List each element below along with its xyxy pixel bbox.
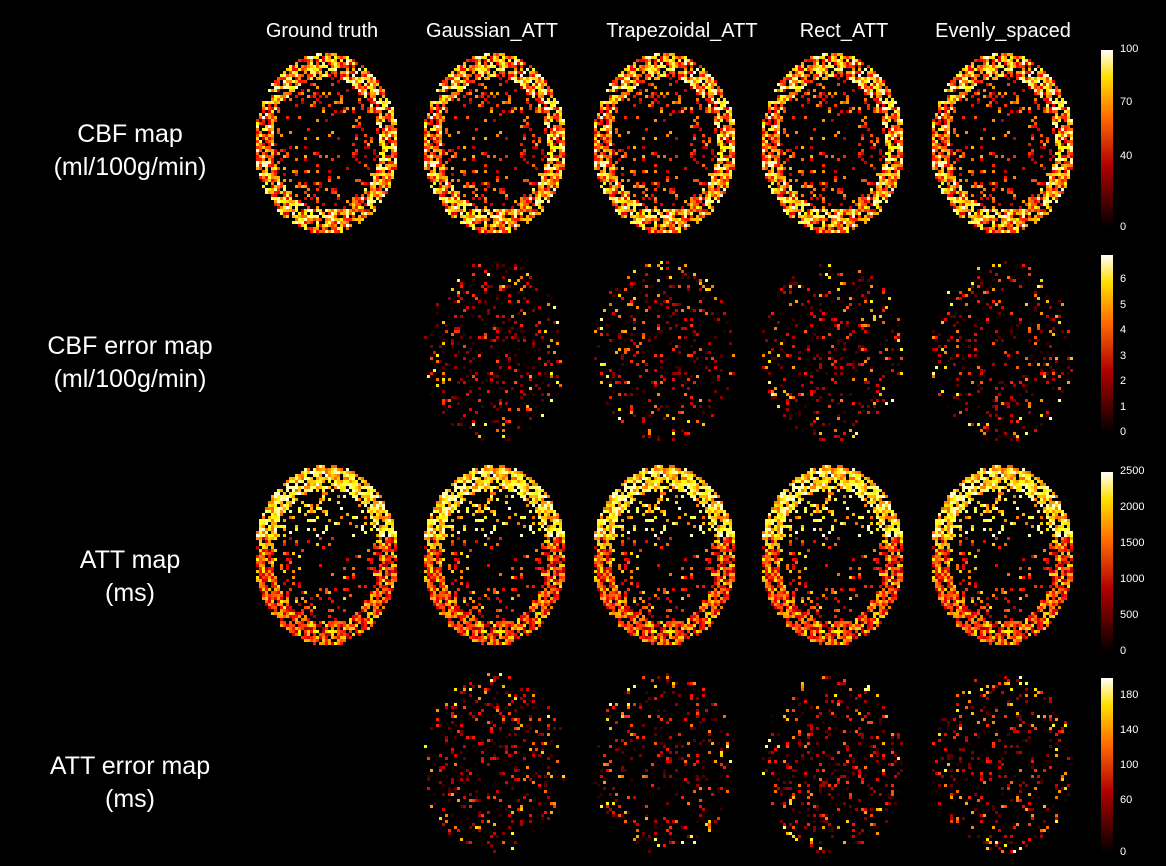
row-label-line1: CBF error map (47, 332, 213, 360)
colorbar-tick-label: 40 (1120, 149, 1133, 162)
brain-map (588, 258, 738, 443)
colorbar-tick-label: 1500 (1120, 537, 1145, 549)
row-label: CBF error map (ml/100g/min) (10, 330, 250, 396)
brain-map (588, 670, 738, 855)
colorbar-tick-label: 0 (1120, 221, 1127, 233)
brain-map (756, 258, 906, 443)
row-label-line1: ATT error map (49, 752, 211, 780)
colorbar-tick-label: 140 (1120, 723, 1139, 736)
colorbar-tick-label: 500 (1120, 609, 1139, 621)
brain-map (756, 50, 906, 235)
colorbar (1101, 255, 1113, 433)
brain-map (250, 258, 400, 443)
brain-map (926, 462, 1076, 647)
colorbar (1101, 472, 1113, 652)
colorbar-tick-label: 5 (1120, 298, 1127, 311)
colorbar (1101, 50, 1113, 228)
colorbar-tick-label: 1 (1120, 400, 1127, 413)
colorbar-tick-label: 0 (1120, 645, 1127, 657)
brain-map (756, 462, 906, 647)
brain-map (756, 670, 906, 855)
colorbar-tick-label: 3 (1120, 349, 1127, 362)
colorbar-tick-label: 100 (1120, 758, 1139, 771)
row-label-line1: ATT map (79, 546, 181, 574)
brain-map (250, 50, 400, 235)
colorbar-tick-label: 4 (1120, 324, 1127, 337)
brain-map (250, 462, 400, 647)
brain-map (250, 670, 400, 855)
brain-map (926, 258, 1076, 443)
colorbar-tick-label: 2 (1120, 375, 1127, 388)
column-header: Ground truth (265, 20, 379, 42)
colorbar-tick-label: 0 (1120, 426, 1127, 438)
row-label: ATT map (ms) (10, 544, 250, 610)
colorbar-tick-label: 100 (1120, 43, 1139, 55)
colorbar-tick-label: 6 (1120, 273, 1127, 286)
row-label-line2: (ml/100g/min) (53, 365, 207, 393)
brain-map (588, 50, 738, 235)
colorbar-tick-label: 2500 (1120, 465, 1145, 477)
row-label-line2: (ms) (105, 579, 155, 607)
colorbar-tick-label: 1000 (1120, 573, 1145, 585)
brain-map (926, 670, 1076, 855)
colorbar-tick-label: 2000 (1120, 501, 1145, 513)
brain-map (588, 462, 738, 647)
column-header: Evenly_spaced (935, 20, 1071, 42)
colorbar-tick-label: 0 (1120, 846, 1127, 858)
row-label: ATT error map (ms) (10, 750, 250, 816)
row-label: CBF map (ml/100g/min) (10, 118, 250, 184)
column-header: Gaussian_ATT (426, 20, 558, 42)
column-header: Trapezoidal_ATT (606, 20, 758, 42)
row-label-line1: CBF map (77, 120, 183, 148)
brain-map (418, 50, 568, 235)
brain-map (418, 258, 568, 443)
row-label-line2: (ms) (105, 785, 155, 813)
brain-map (418, 670, 568, 855)
colorbar-tick-label: 180 (1120, 688, 1139, 701)
colorbar-tick-label: 60 (1120, 793, 1133, 806)
brain-map (926, 50, 1076, 235)
colorbar (1101, 678, 1113, 853)
row-label-line2: (ml/100g/min) (53, 153, 207, 181)
brain-map (418, 462, 568, 647)
column-header: Rect_ATT (799, 20, 889, 42)
colorbar-tick-label: 70 (1120, 96, 1133, 109)
